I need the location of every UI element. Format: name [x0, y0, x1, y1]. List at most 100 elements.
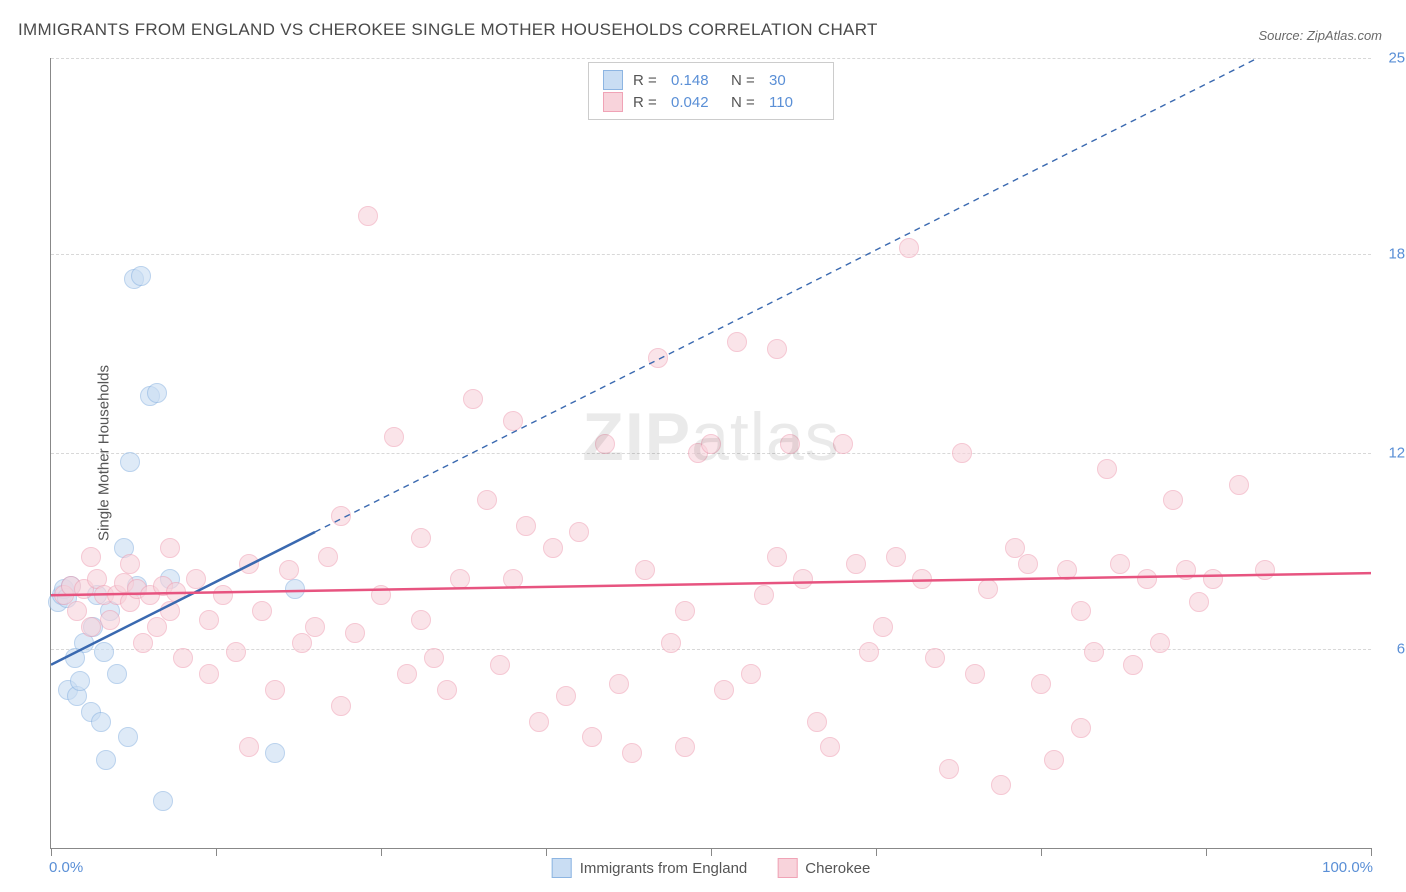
y-tick-label: 18.8%	[1376, 245, 1406, 262]
scatter-point	[543, 538, 563, 558]
plot-region: ZIPatlas R =0.148N =30R =0.042N =110 0.0…	[50, 58, 1371, 849]
scatter-point	[397, 664, 417, 684]
y-tick-label: 6.3%	[1376, 640, 1406, 657]
scatter-point	[1018, 554, 1038, 574]
legend-label: Cherokee	[805, 860, 870, 877]
legend-row: R =0.042N =110	[603, 91, 819, 113]
scatter-point	[239, 554, 259, 574]
scatter-point	[371, 585, 391, 605]
scatter-point	[648, 348, 668, 368]
x-tick	[216, 848, 217, 856]
scatter-point	[120, 554, 140, 574]
x-tick	[1371, 848, 1372, 856]
scatter-point	[1150, 633, 1170, 653]
chart-area: ZIPatlas R =0.148N =30R =0.042N =110 0.0…	[50, 58, 1370, 848]
scatter-point	[147, 617, 167, 637]
scatter-point	[780, 434, 800, 454]
scatter-point	[978, 579, 998, 599]
scatter-point	[226, 642, 246, 662]
scatter-point	[1084, 642, 1104, 662]
scatter-point	[899, 238, 919, 258]
scatter-point	[490, 655, 510, 675]
scatter-point	[516, 516, 536, 536]
legend-swatch	[603, 92, 623, 112]
scatter-point	[331, 506, 351, 526]
scatter-point	[1176, 560, 1196, 580]
scatter-point	[81, 617, 101, 637]
scatter-point	[358, 206, 378, 226]
x-tick	[381, 848, 382, 856]
scatter-point	[820, 737, 840, 757]
scatter-point	[873, 617, 893, 637]
scatter-point	[1097, 459, 1117, 479]
scatter-point	[833, 434, 853, 454]
legend-n-value: 30	[769, 72, 819, 89]
scatter-point	[186, 569, 206, 589]
legend-swatch	[603, 70, 623, 90]
x-tick	[876, 848, 877, 856]
scatter-point	[213, 585, 233, 605]
scatter-point	[411, 528, 431, 548]
scatter-point	[331, 696, 351, 716]
scatter-point	[675, 737, 695, 757]
legend-label: Immigrants from England	[580, 860, 748, 877]
y-tick-label: 25.0%	[1376, 50, 1406, 67]
scatter-point	[424, 648, 444, 668]
gridline-h	[51, 58, 1371, 59]
scatter-point	[556, 686, 576, 706]
scatter-point	[925, 648, 945, 668]
scatter-point	[199, 610, 219, 630]
scatter-point	[503, 569, 523, 589]
scatter-point	[318, 547, 338, 567]
scatter-point	[384, 427, 404, 447]
legend-swatch	[777, 858, 797, 878]
legend-correlation: R = 0.148 N = 30 R =0.042N =110	[588, 62, 834, 120]
scatter-point	[1071, 718, 1091, 738]
scatter-point	[265, 743, 285, 763]
legend-r-label: R =	[633, 94, 661, 111]
scatter-point	[160, 601, 180, 621]
scatter-point	[991, 775, 1011, 795]
scatter-point	[279, 560, 299, 580]
scatter-point	[160, 538, 180, 558]
scatter-point	[529, 712, 549, 732]
scatter-point	[912, 569, 932, 589]
scatter-point	[305, 617, 325, 637]
scatter-point	[265, 680, 285, 700]
legend-r-label: R =	[633, 72, 661, 89]
legend-r-value: 0.148	[671, 72, 721, 89]
scatter-point	[1123, 655, 1143, 675]
scatter-point	[345, 623, 365, 643]
scatter-point	[173, 648, 193, 668]
chart-title: IMMIGRANTS FROM ENGLAND VS CHEROKEE SING…	[18, 20, 878, 40]
legend-item: Immigrants from England	[552, 858, 748, 878]
scatter-point	[477, 490, 497, 510]
scatter-point	[1203, 569, 1223, 589]
scatter-point	[1110, 554, 1130, 574]
scatter-point	[1229, 475, 1249, 495]
scatter-point	[147, 383, 167, 403]
scatter-point	[793, 569, 813, 589]
scatter-point	[1255, 560, 1275, 580]
scatter-point	[582, 727, 602, 747]
scatter-point	[131, 266, 151, 286]
x-tick	[1206, 848, 1207, 856]
legend-item: Cherokee	[777, 858, 870, 878]
scatter-point	[622, 743, 642, 763]
legend-row: R = 0.148 N = 30	[603, 69, 819, 91]
legend-n-label: N =	[731, 72, 759, 89]
scatter-point	[81, 547, 101, 567]
scatter-point	[252, 601, 272, 621]
gridline-h	[51, 254, 1371, 255]
scatter-point	[166, 582, 186, 602]
legend-n-label: N =	[731, 94, 759, 111]
scatter-point	[107, 664, 127, 684]
scatter-point	[1057, 560, 1077, 580]
scatter-point	[100, 610, 120, 630]
y-tick-label: 12.5%	[1376, 445, 1406, 462]
scatter-point	[133, 633, 153, 653]
scatter-point	[714, 680, 734, 700]
scatter-point	[767, 547, 787, 567]
scatter-point	[767, 339, 787, 359]
scatter-point	[292, 633, 312, 653]
